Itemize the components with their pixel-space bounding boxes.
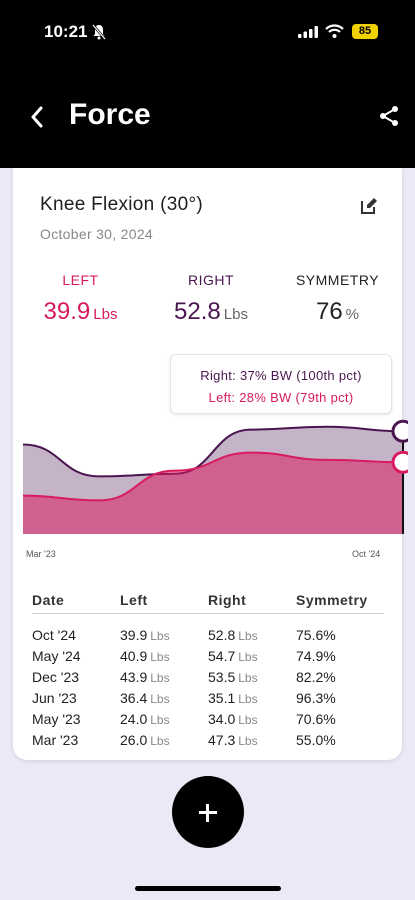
chart-tooltip: Right: 37% BW (100th pct) Left: 28% BW (… (170, 354, 392, 414)
header-right: Right (208, 591, 247, 608)
cell-left: 40.9 Lbs (120, 647, 170, 664)
cell-date: Jun '23 (32, 689, 77, 706)
chevron-left-icon[interactable] (26, 102, 48, 132)
tooltip-left: Left: 28% BW (79th pct) (208, 390, 354, 405)
cell-symmetry: 74.9% (296, 647, 336, 664)
metric-left-value: 39.9 (43, 298, 91, 325)
bell-muted-icon (92, 24, 106, 40)
table-row: Jun '23 36.4 Lbs 35.1 Lbs 96.3% (32, 687, 384, 708)
status-bar: 10:21 85 (0, 0, 415, 62)
series-area-left (23, 452, 403, 534)
metric-right-label: RIGHT (187, 272, 235, 288)
home-indicator (135, 886, 281, 891)
cell-date: Mar '23 (32, 731, 79, 748)
cell-left: 26.0 Lbs (120, 731, 170, 748)
cell-left: 39.9 Lbs (120, 626, 170, 643)
cell-right: 54.7 Lbs (208, 647, 258, 664)
cell-date: May '23 (32, 710, 81, 727)
table-row: Oct '24 39.9 Lbs 52.8 Lbs 75.6% (32, 624, 384, 645)
metric-right-value: 52.8 (174, 298, 221, 325)
metric-symmetry-label: SYMMETRY (295, 272, 380, 288)
header-date: Date (32, 591, 65, 608)
metric-left-unit: Lbs (93, 306, 118, 323)
series-line-left (23, 451, 404, 502)
cell-symmetry: 70.6% (296, 710, 336, 727)
metric-left: LEFT 39.9 Lbs (33, 272, 128, 326)
metric-right: RIGHT 52.8 Lbs (161, 272, 261, 326)
cell-date: Dec '23 (32, 668, 80, 685)
axis-end-label: Oct '24 (352, 549, 381, 559)
metric-right-unit: Lbs (223, 306, 248, 323)
point-marker-right (391, 419, 408, 443)
share-icon[interactable] (377, 104, 401, 128)
cell-right: 47.3 Lbs (208, 731, 258, 748)
table-row: Mar '23 26.0 Lbs 47.3 Lbs 55.0% (32, 729, 384, 750)
cell-right: 52.8 Lbs (208, 626, 258, 643)
cell-date: May '24 (32, 647, 81, 664)
force-trend-chart[interactable] (23, 354, 408, 544)
page-title: Force (69, 98, 151, 131)
force-card: Knee Flexion (30°) October 30, 2024 LEFT… (13, 168, 408, 760)
battery-indicator: 85 (352, 24, 378, 39)
cell-symmetry: 55.0% (296, 731, 336, 748)
metric-left-label: LEFT (62, 272, 99, 288)
tooltip-right: Right: 37% BW (100th pct) (200, 368, 362, 383)
test-date: October 30, 2024 (40, 226, 153, 242)
test-title: Knee Flexion (30°) (40, 194, 203, 215)
cell-left: 24.0 Lbs (120, 710, 170, 727)
table-row: May '24 40.9 Lbs 54.7 Lbs 74.9% (32, 645, 384, 666)
cell-right: 53.5 Lbs (208, 668, 258, 685)
status-time: 10:21 (44, 22, 88, 41)
axis-start-label: Mar '23 (26, 549, 56, 559)
metric-symmetry-unit: % (345, 306, 360, 323)
table-header: Date Left Right Symmetry (32, 586, 384, 614)
series-line-right (23, 425, 404, 478)
header-left: Left (120, 591, 148, 608)
metric-symmetry-value: 76 (315, 298, 343, 325)
signal-icon (298, 26, 318, 38)
add-button[interactable] (172, 776, 244, 848)
cell-left: 36.4 Lbs (120, 689, 170, 706)
cell-symmetry: 75.6% (296, 626, 336, 643)
edit-icon[interactable] (359, 196, 379, 216)
app-bar: Force (0, 62, 415, 168)
header-symmetry: Symmetry (296, 591, 368, 608)
cell-right: 34.0 Lbs (208, 710, 258, 727)
table-row: Dec '23 43.9 Lbs 53.5 Lbs 82.2% (32, 666, 384, 687)
table-row: May '23 24.0 Lbs 34.0 Lbs 70.6% (32, 708, 384, 729)
point-marker-left (391, 450, 408, 474)
cell-symmetry: 96.3% (296, 689, 336, 706)
history-table: Date Left Right Symmetry Oct '24 39.9 Lbs 5… (32, 586, 384, 750)
cell-right: 35.1 Lbs (208, 689, 258, 706)
wifi-icon (325, 24, 344, 38)
metric-symmetry: SYMMETRY 76% (285, 272, 390, 326)
cell-symmetry: 82.2% (296, 668, 336, 685)
cell-date: Oct '24 (32, 626, 76, 643)
cell-left: 43.9 Lbs (120, 668, 170, 685)
